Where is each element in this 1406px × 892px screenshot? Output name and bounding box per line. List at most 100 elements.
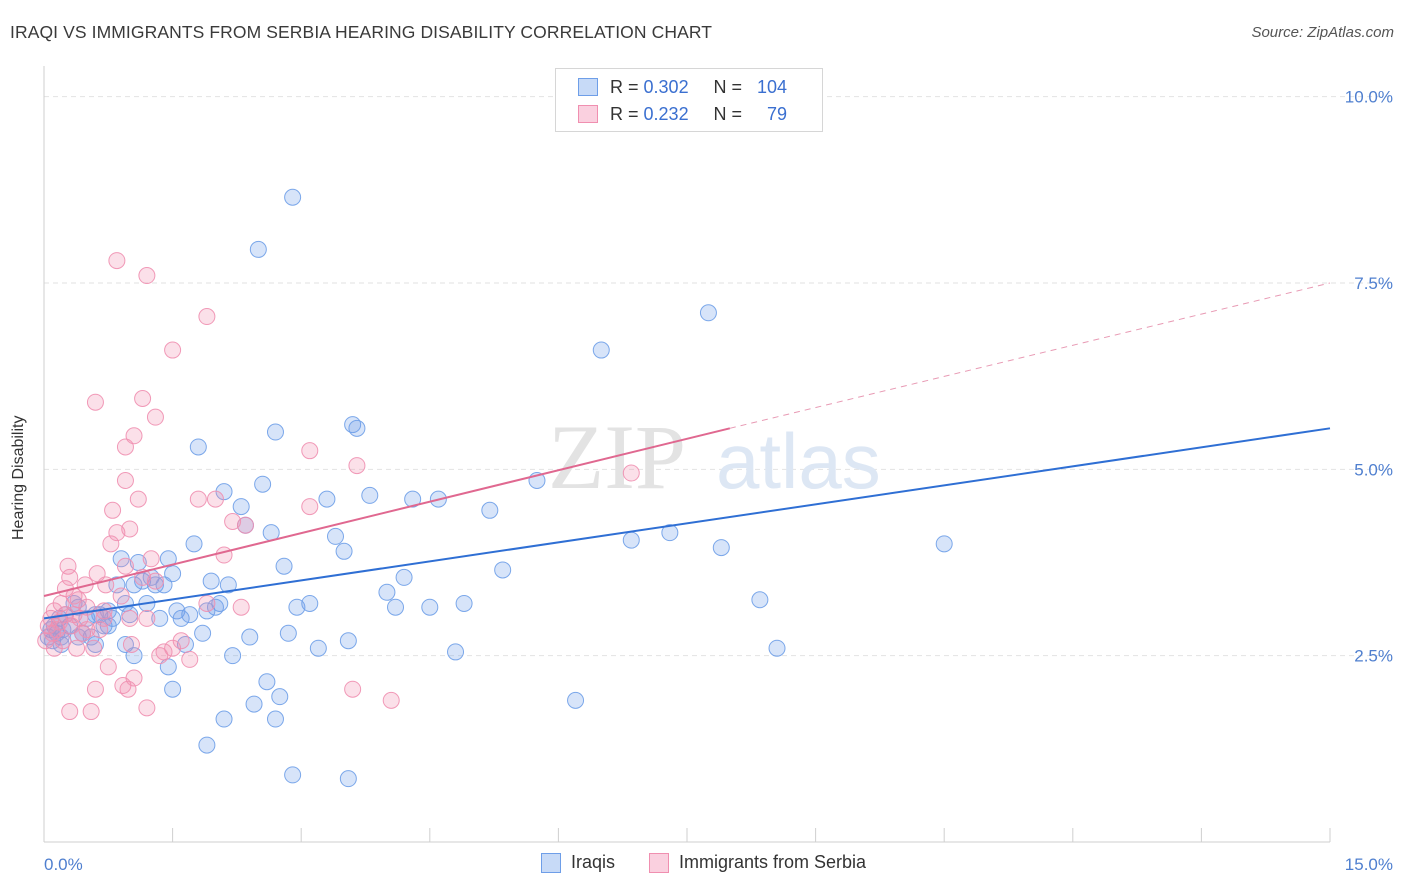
serbia-point (116, 557, 134, 575)
iraqis-point (271, 688, 289, 706)
iraqis-point (232, 498, 250, 516)
serbia-point (125, 427, 143, 445)
legend-r-label: R = (610, 103, 639, 124)
iraqis-point (258, 673, 276, 691)
iraqis-point (266, 423, 284, 441)
axes (43, 66, 1331, 843)
serbia-point (119, 680, 137, 698)
iraqis-point (318, 490, 336, 508)
serbia-point (206, 490, 224, 508)
iraqis-point (116, 635, 134, 653)
iraqis-point (751, 591, 769, 609)
iraqis-point (266, 710, 284, 728)
iraqis-point (567, 691, 585, 709)
serbia-point (85, 639, 103, 657)
iraqis-point (181, 606, 199, 624)
iraqis-point (339, 770, 357, 788)
serbia-point (348, 457, 366, 475)
iraqis-point (421, 598, 439, 616)
serbia-point (116, 438, 134, 456)
legend-swatch-serbia (578, 105, 598, 123)
iraqis-point (622, 531, 640, 549)
iraqis-point (125, 576, 143, 594)
iraqis-point (125, 647, 143, 665)
serbia-point (86, 393, 104, 411)
iraqis-point (185, 535, 203, 553)
serbia-point (116, 471, 134, 489)
serbia-trend-line (43, 427, 731, 598)
chart-title: IRAQI VS IMMIGRANTS FROM SERBIA HEARING … (10, 22, 713, 42)
serbia-point (138, 609, 156, 627)
serbia-point (121, 609, 139, 627)
iraqis-point (494, 561, 512, 579)
serbia-point (61, 568, 79, 586)
legend-r-label: R = (610, 76, 639, 97)
y-tick-label: 10.0% (1345, 88, 1393, 107)
iraqis-point (935, 535, 953, 553)
serbia-point (382, 691, 400, 709)
iraqis-point (254, 475, 272, 493)
trend-lines (43, 282, 1331, 620)
iraqis-point (155, 576, 173, 594)
y-tick-label: 2.5% (1354, 647, 1393, 666)
watermark-atlas: atlas (716, 417, 881, 505)
serbia-point (198, 594, 216, 612)
iraqis-point (219, 576, 237, 594)
iraqis-point (378, 583, 396, 601)
legend-r-value: 0.232 (643, 103, 689, 124)
iraqis-point (164, 565, 182, 583)
serbia-point (301, 498, 319, 516)
bottom-legend-label: Iraqis (571, 852, 616, 872)
legend-n-label: N = (713, 103, 743, 124)
iraqis-point (284, 766, 302, 784)
iraqis-point (481, 501, 499, 519)
iraqis-point (335, 542, 353, 560)
serbia-point (236, 516, 254, 534)
watermark-zip: ZIP (548, 406, 686, 508)
serbia-point (138, 267, 156, 285)
iraqis-point (395, 568, 413, 586)
iraqis-point (151, 609, 169, 627)
iraqis-point (404, 490, 422, 508)
serbia-point (108, 252, 126, 270)
serbia-point (68, 639, 86, 657)
iraqis-point (309, 639, 327, 657)
legend-n-label: N = (713, 76, 743, 97)
iraqis-point (361, 486, 379, 504)
serbia-point (125, 669, 143, 687)
serbia-point (181, 650, 199, 668)
iraqis-point (134, 572, 152, 590)
iraqis-point (194, 624, 212, 642)
x-tick-label: 15.0% (1345, 855, 1393, 874)
legend-n-value: 104 (757, 76, 788, 97)
serbia-point (164, 639, 182, 657)
iraqis-point (387, 598, 405, 616)
grid-lines (44, 96, 1392, 657)
bottom-legend-swatch-serbia (649, 852, 670, 873)
serbia-point (122, 635, 140, 653)
serbia-point (198, 308, 216, 326)
legend-n-value: 79 (767, 103, 788, 124)
iraqis-point (275, 557, 293, 575)
watermark: ZIP atlas (548, 406, 881, 508)
serbia-point (155, 643, 173, 661)
serbia-point (232, 598, 250, 616)
legend-row-iraqis: R = 0.302 N = 104 (578, 75, 787, 99)
iraqis-point (146, 576, 164, 594)
bottom-legend-swatch-iraqis (541, 852, 561, 873)
iraqis-point (592, 341, 610, 359)
serbia-point (224, 512, 242, 530)
serbia-point (301, 442, 319, 460)
iraqis-point (164, 680, 182, 698)
iraqis-point (348, 419, 366, 437)
serbia-point (54, 632, 72, 650)
bottom-legend-label: Immigrants from Serbia (679, 852, 867, 872)
y-tick-label: 7.5% (1354, 274, 1393, 293)
iraqis-point (339, 632, 357, 650)
iraqis-point (699, 304, 717, 322)
serbia-point (146, 408, 164, 426)
serbia-point (121, 520, 139, 538)
iraqis-trend-line (43, 427, 1331, 620)
iraqis-point (447, 643, 465, 661)
